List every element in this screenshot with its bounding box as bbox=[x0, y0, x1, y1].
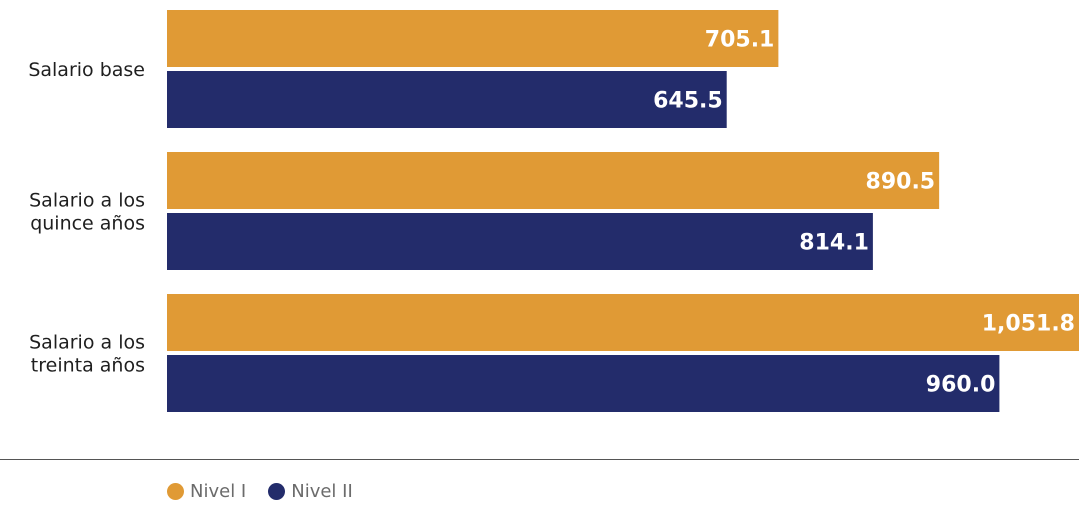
bar-group: 705.1 645.5 890.5 814.1 1,051.8 960.0 bbox=[167, 10, 1079, 412]
legend-item-nivel-ii: Nivel II bbox=[268, 481, 353, 502]
category-label-2-line-1: treinta años bbox=[31, 355, 145, 377]
data-label-nivel-i-2: 1,051.8 bbox=[982, 312, 1075, 337]
data-label-nivel-ii-1: 814.1 bbox=[799, 231, 869, 256]
bar-nivel-i-2 bbox=[167, 294, 1079, 351]
legend-swatch-nivel-i bbox=[167, 482, 184, 500]
category-label-1-line-0: Salario a los bbox=[29, 190, 145, 212]
category-label-1-line-1: quince años bbox=[30, 213, 145, 235]
legend-label-nivel-i: Nivel I bbox=[190, 480, 247, 502]
bar-nivel-ii-1 bbox=[167, 213, 873, 270]
bar-nivel-i-0 bbox=[167, 10, 779, 67]
category-label-0-line-0: Salario base bbox=[28, 59, 145, 81]
bar-nivel-i-1 bbox=[167, 152, 940, 209]
bar-nivel-ii-2 bbox=[167, 355, 1000, 412]
data-label-nivel-ii-2: 960.0 bbox=[926, 373, 996, 398]
legend-swatch-nivel-ii bbox=[268, 482, 286, 500]
legend: Nivel I Nivel II bbox=[167, 478, 353, 504]
category-label-2-line-0: Salario a los bbox=[29, 332, 145, 354]
legend-label-nivel-ii: Nivel II bbox=[291, 480, 353, 502]
legend-item-nivel-i: Nivel I bbox=[167, 481, 246, 502]
data-label-nivel-i-1: 890.5 bbox=[866, 170, 936, 195]
data-label-nivel-i-0: 705.1 bbox=[705, 28, 775, 53]
data-label-nivel-ii-0: 645.5 bbox=[653, 89, 723, 114]
bar-nivel-ii-0 bbox=[167, 71, 727, 128]
